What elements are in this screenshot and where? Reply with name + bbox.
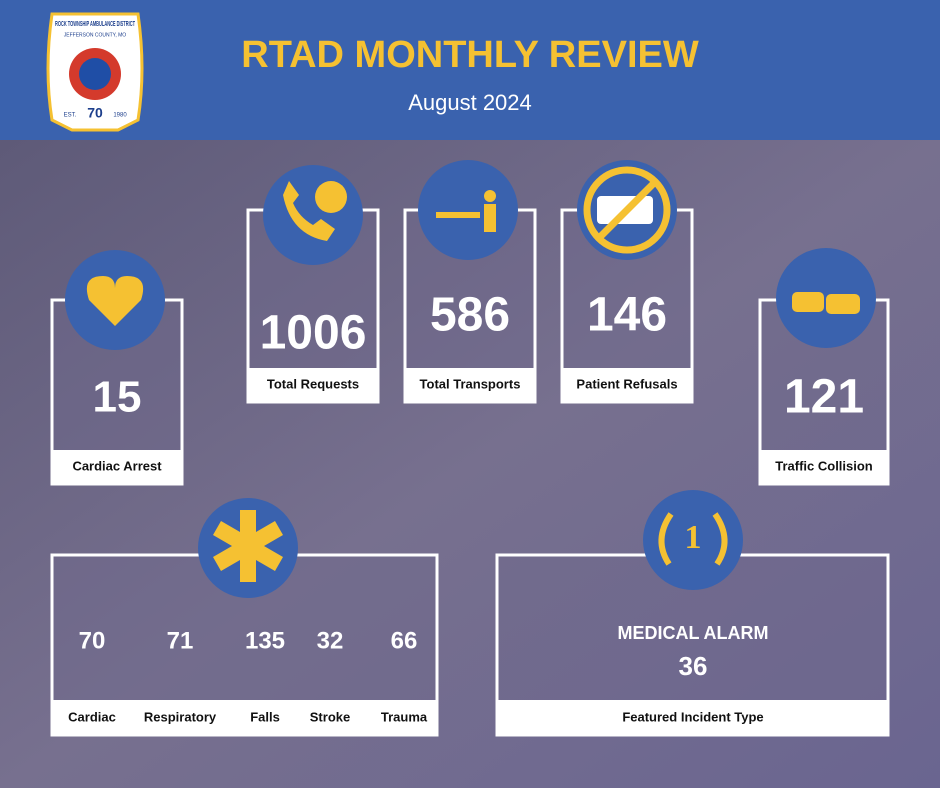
call-type-value: 71 — [167, 627, 194, 654]
call-type-label: Falls — [250, 709, 280, 724]
stretcher-icon — [436, 212, 480, 218]
laurel-icon — [658, 512, 728, 566]
stat-value: 586 — [430, 289, 510, 342]
no-sign — [583, 166, 671, 254]
rank: 1 — [685, 519, 702, 556]
heart-icon — [86, 276, 144, 326]
card-label-bar — [497, 700, 888, 735]
logo-year: 1980 — [113, 113, 127, 119]
call-type-label: Respiratory — [144, 709, 217, 724]
icon-circle — [263, 165, 363, 265]
logo-est: EST. — [64, 113, 77, 119]
card-label-bar — [405, 368, 535, 402]
card-label-bar — [248, 368, 378, 402]
logo-name: ROCK TOWNSHIP AMBULANCE DISTRICT — [55, 21, 135, 28]
logo-number: 70 — [87, 105, 103, 121]
star-of-life — [213, 510, 283, 582]
header-band — [0, 0, 940, 140]
stat-value: 15 — [93, 373, 142, 422]
featured-label: Featured Incident Type — [622, 709, 763, 724]
card-label-bar — [52, 700, 437, 735]
stat-label: Traffic Collision — [775, 458, 873, 473]
stat-value: 121 — [784, 371, 864, 424]
phone-icon — [283, 181, 335, 241]
call-type-value: 32 — [317, 627, 344, 654]
person-icon — [484, 190, 496, 202]
call-type-label: Cardiac — [68, 709, 116, 724]
card-label-bar — [52, 450, 182, 484]
title: RTAD MONTHLY REVIEW — [241, 34, 699, 76]
card-label-bar — [562, 368, 692, 402]
call-type-value: 70 — [79, 627, 106, 654]
no-sign-bar — [596, 179, 658, 241]
call-type-value: 135 — [245, 627, 285, 654]
call-type-label: Stroke — [310, 709, 350, 724]
car-icon — [792, 292, 824, 312]
bubble-icon — [315, 181, 347, 213]
icon-circle — [418, 160, 518, 260]
stat-label: Total Transports — [420, 376, 521, 391]
logo: ROCK TOWNSHIP AMBULANCE DISTRICT JEFFERS… — [46, 12, 144, 132]
stat-label: Total Requests — [267, 376, 359, 391]
logo-county: JEFFERSON COUNTY, MO — [64, 32, 127, 38]
person-body — [484, 204, 496, 232]
stat-value: 1006 — [260, 307, 367, 360]
featured-value: 36 — [679, 651, 708, 681]
stat-label: Patient Refusals — [576, 376, 677, 391]
call-type-label: Trauma — [381, 709, 428, 724]
stat-label: Cardiac Arrest — [72, 458, 162, 473]
icon-circle — [776, 248, 876, 348]
featured-type: MEDICAL ALARM — [618, 623, 769, 643]
subtitle: August 2024 — [408, 90, 532, 115]
stat-value: 146 — [587, 289, 667, 342]
call-type-value: 66 — [391, 627, 418, 654]
car-icon — [826, 294, 860, 314]
card-label-bar — [760, 450, 888, 484]
